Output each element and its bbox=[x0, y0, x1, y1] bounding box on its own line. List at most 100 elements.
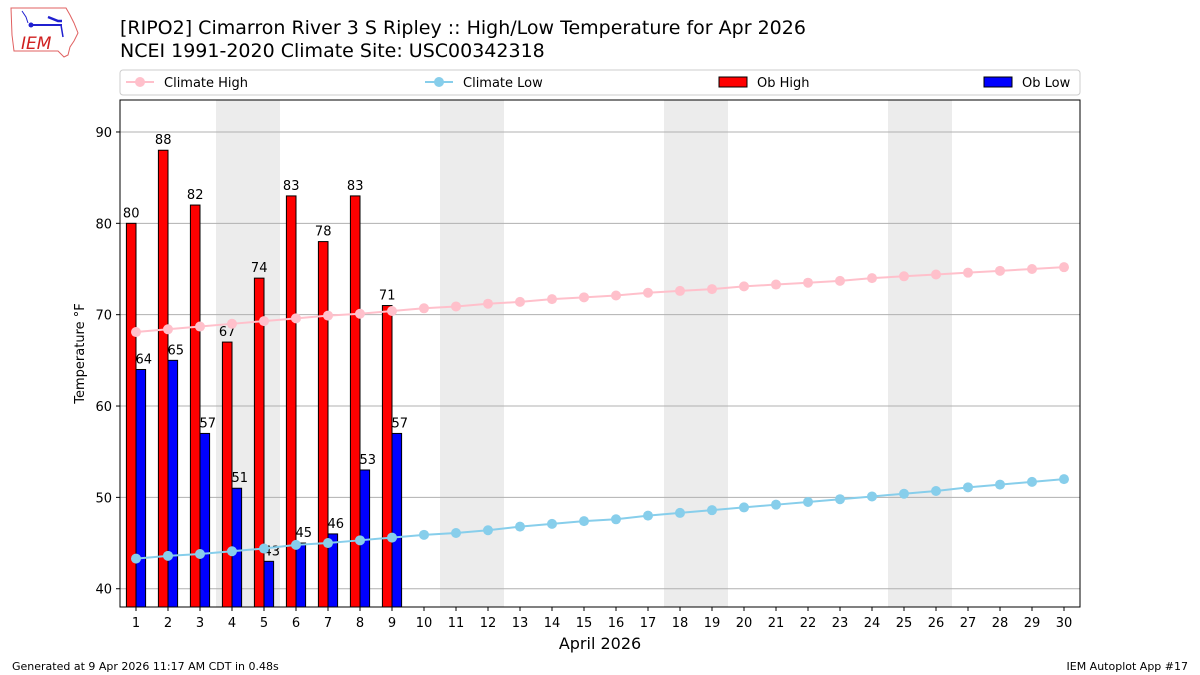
x-tick-label: 28 bbox=[992, 616, 1009, 631]
x-tick-label: 4 bbox=[228, 616, 236, 631]
weekend-shade bbox=[696, 100, 728, 607]
climate-low-point bbox=[291, 539, 301, 550]
climate-low-point bbox=[387, 532, 397, 543]
climate-high-point bbox=[835, 275, 845, 286]
legend-ob-high-swatch bbox=[718, 76, 748, 88]
ob-low-label: 64 bbox=[136, 352, 153, 367]
y-tick-label: 40 bbox=[95, 583, 112, 598]
climate-low-point bbox=[707, 505, 717, 516]
climate-high-point bbox=[803, 277, 813, 288]
climate-low-point bbox=[1027, 476, 1037, 487]
climate-low-point bbox=[1059, 474, 1069, 485]
climate-low-point bbox=[163, 550, 173, 561]
x-tick-label: 10 bbox=[416, 616, 433, 631]
x-tick-label: 20 bbox=[736, 616, 753, 631]
y-tick-label: 90 bbox=[95, 126, 112, 141]
ob-low-bar bbox=[167, 359, 179, 608]
ob-low-label: 53 bbox=[360, 453, 377, 468]
climate-high-point bbox=[195, 321, 205, 332]
x-tick-label: 18 bbox=[672, 616, 689, 631]
x-tick-label: 23 bbox=[832, 616, 849, 631]
legend-ob-low-label: Ob Low bbox=[1022, 76, 1071, 91]
legend-climate-high-marker bbox=[135, 77, 145, 87]
climate-low-point bbox=[483, 525, 493, 536]
plot-frame bbox=[119, 99, 1081, 608]
legend-climate-high-label: Climate High bbox=[164, 76, 248, 91]
climate-high-point bbox=[899, 271, 909, 282]
climate-high-point bbox=[451, 301, 461, 312]
weekend-shade bbox=[888, 100, 920, 607]
climate-low-point bbox=[835, 494, 845, 505]
climate-low-point bbox=[771, 499, 781, 510]
svg-text:IEM: IEM bbox=[21, 34, 52, 54]
climate-high-point bbox=[483, 298, 493, 309]
climate-low-point bbox=[963, 482, 973, 493]
climate-low-point bbox=[611, 514, 621, 525]
x-tick-label: 1 bbox=[132, 616, 140, 631]
ob-low-bar bbox=[263, 560, 275, 608]
ob-high-label: 82 bbox=[187, 188, 204, 203]
ob-high-label: 88 bbox=[155, 133, 172, 148]
climate-low-point bbox=[803, 496, 813, 507]
generated-footer: Generated at 9 Apr 2026 11:17 AM CDT in … bbox=[12, 660, 279, 673]
climate-high-point bbox=[707, 284, 717, 295]
climate-low-point bbox=[931, 485, 941, 496]
y-tick-label: 60 bbox=[95, 400, 112, 415]
climate-high-point bbox=[579, 292, 589, 303]
ob-high-bar bbox=[157, 149, 169, 608]
climate-low-point bbox=[579, 516, 589, 527]
climate-low-point bbox=[739, 502, 749, 513]
ob-high-label: 83 bbox=[283, 179, 300, 194]
ob-low-bar bbox=[391, 432, 403, 608]
ob-low-label: 57 bbox=[200, 416, 217, 431]
climate-low-point bbox=[547, 518, 557, 529]
climate-high-point bbox=[419, 303, 429, 314]
climate-high-point bbox=[163, 324, 173, 335]
climate-high-point bbox=[611, 290, 621, 301]
climate-high-point bbox=[227, 318, 237, 329]
x-tick-label: 19 bbox=[704, 616, 721, 631]
iem-logo: IEM bbox=[10, 7, 79, 58]
weekend-shade bbox=[920, 100, 952, 607]
x-tick-label: 7 bbox=[324, 616, 332, 631]
weekend-shade bbox=[664, 100, 696, 607]
ob-high-bar bbox=[381, 305, 393, 608]
x-tick-label: 5 bbox=[260, 616, 268, 631]
ob-low-bar bbox=[199, 432, 211, 608]
y-axis-label: Temperature °F bbox=[73, 303, 88, 404]
climate-low-line bbox=[135, 478, 1065, 560]
y-tick-label: 80 bbox=[95, 217, 112, 232]
ob-high-label: 78 bbox=[315, 225, 332, 240]
climate-low-point bbox=[419, 529, 429, 540]
climate-high-point bbox=[963, 267, 973, 278]
climate-high-point bbox=[259, 316, 269, 327]
y-tick-label: 70 bbox=[95, 309, 112, 324]
ob-low-label: 57 bbox=[392, 416, 409, 431]
climate-high-point bbox=[1027, 264, 1037, 274]
climate-low-point bbox=[259, 543, 269, 554]
ob-high-label: 83 bbox=[347, 179, 364, 194]
x-tick-label: 9 bbox=[388, 616, 396, 631]
chart-subtitle: NCEI 1991-2020 Climate Site: USC00342318 bbox=[120, 40, 545, 62]
climate-low-point bbox=[899, 488, 909, 499]
climate-high-point bbox=[387, 306, 397, 317]
legend-climate-low-marker bbox=[434, 77, 444, 87]
ob-high-label: 67 bbox=[219, 325, 236, 340]
x-tick-label: 22 bbox=[800, 616, 817, 631]
legend-climate-low-label: Climate Low bbox=[463, 76, 543, 91]
x-tick-label: 17 bbox=[640, 616, 657, 631]
legend bbox=[119, 69, 1081, 96]
app-footer: IEM Autoplot App #17 bbox=[1066, 660, 1189, 673]
climate-low-point bbox=[323, 538, 333, 549]
climate-low-point bbox=[355, 535, 365, 546]
ob-low-bar bbox=[295, 542, 307, 608]
climate-low-point bbox=[131, 553, 141, 564]
legend-ob-low-swatch bbox=[983, 76, 1013, 88]
climate-high-point bbox=[643, 287, 653, 298]
ob-high-label: 74 bbox=[251, 261, 268, 276]
climate-low-point bbox=[227, 546, 237, 557]
x-tick-label: 30 bbox=[1056, 616, 1073, 631]
x-tick-label: 29 bbox=[1024, 616, 1041, 631]
x-tick-label: 2 bbox=[164, 616, 172, 631]
